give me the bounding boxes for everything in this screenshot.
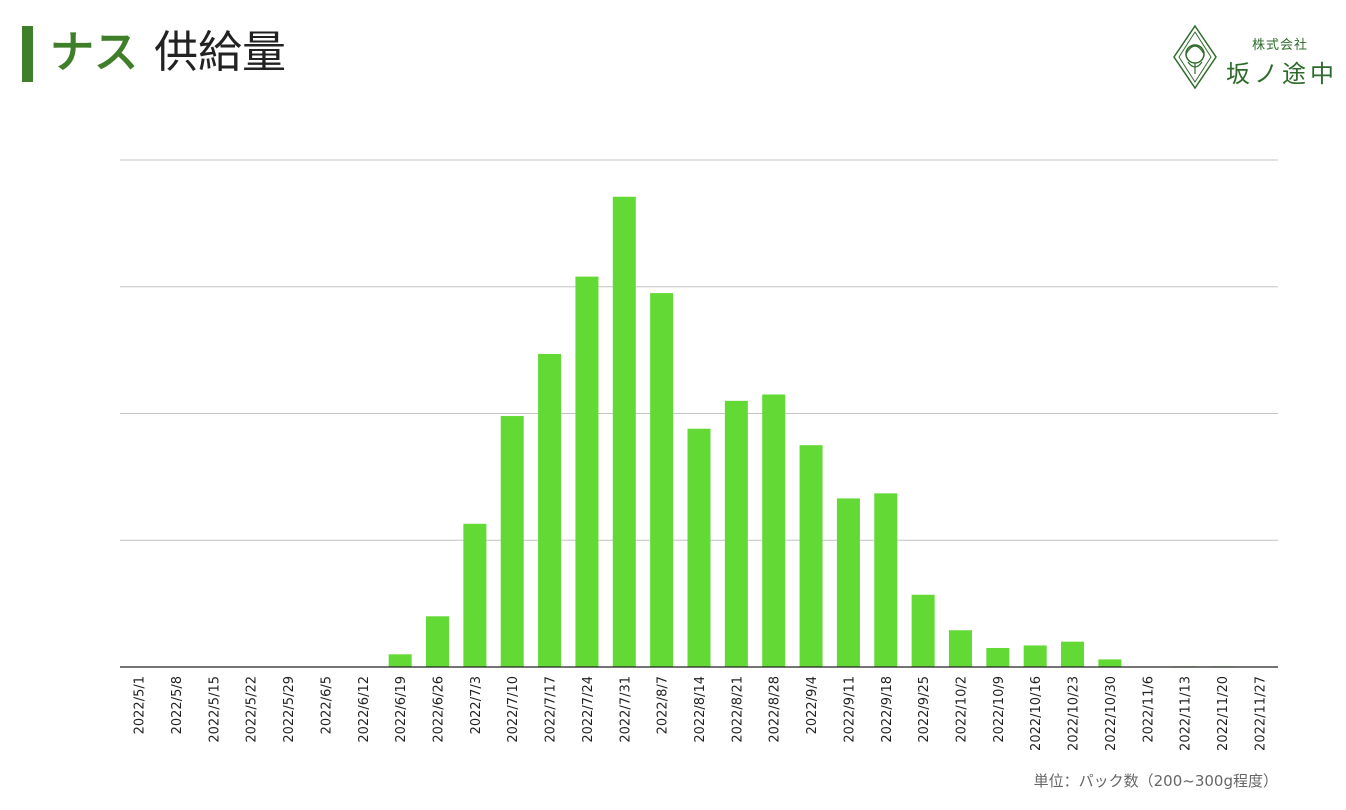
- bar: [986, 647, 1010, 667]
- page-title: ナス 供給量: [50, 22, 286, 84]
- x-tick-label: 2022/6/26: [432, 676, 447, 743]
- bar: [575, 276, 599, 667]
- bar: [1023, 645, 1047, 667]
- x-tick-label: 2022/9/18: [880, 676, 895, 743]
- bar: [388, 654, 412, 667]
- x-tick-label: 2022/8/21: [730, 676, 745, 743]
- title-rest: 供給量: [154, 27, 286, 78]
- x-tick-label: 2022/9/11: [842, 676, 857, 743]
- x-tick-label: 2022/7/24: [581, 676, 596, 743]
- bar: [799, 445, 823, 667]
- x-tick-label: 2022/7/31: [618, 676, 633, 743]
- x-tick-label: 2022/7/10: [506, 676, 521, 743]
- title-accent-bar: [22, 26, 33, 82]
- bar: [911, 594, 935, 667]
- bar: [874, 493, 898, 667]
- logo-emblem-icon: [1173, 24, 1217, 90]
- x-tick-label: 2022/9/25: [917, 676, 932, 743]
- unit-note: 単位：パック数（200~300g程度）: [1033, 772, 1278, 790]
- x-tick-label: 2022/8/14: [693, 676, 708, 743]
- x-tick-label: 2022/11/20: [1216, 676, 1231, 751]
- bar: [836, 498, 860, 667]
- bar: [687, 428, 711, 667]
- x-tick-label: 2022/9/4: [805, 676, 820, 734]
- bars: [388, 196, 1234, 667]
- x-tick-label: 2022/6/12: [357, 676, 372, 743]
- x-tick-label: 2022/10/2: [954, 676, 969, 743]
- x-tick-label: 2022/10/30: [1104, 676, 1119, 751]
- bar: [426, 616, 450, 667]
- bar: [724, 400, 748, 667]
- bar: [1098, 659, 1122, 667]
- bar: [948, 630, 972, 667]
- bar: [463, 523, 487, 667]
- x-tick-label: 2022/7/3: [469, 676, 484, 734]
- x-tick-label: 2022/5/8: [170, 676, 185, 734]
- x-tick-label: 2022/6/5: [319, 676, 334, 734]
- x-tick-label: 2022/5/1: [133, 676, 148, 734]
- x-tick-label: 2022/7/17: [544, 676, 559, 743]
- bar: [650, 293, 674, 667]
- company-logo: 株式会社 坂ノ途中: [1172, 24, 1334, 90]
- bar: [762, 394, 786, 667]
- title-vegetable: ナス: [50, 27, 138, 78]
- x-tick-labels: 2022/5/1 2022/5/8 2022/5/15 2022/5/22 2022/5…: [133, 676, 1269, 751]
- bar: [538, 353, 562, 667]
- x-tick-label: 2022/5/29: [282, 676, 297, 743]
- x-tick-label: 2022/5/15: [207, 676, 222, 743]
- bar: [1061, 641, 1085, 667]
- x-tick-label: 2022/11/13: [1179, 676, 1194, 751]
- x-tick-label: 2022/8/7: [656, 676, 671, 734]
- x-tick-label: 2022/5/22: [245, 676, 260, 743]
- x-tick-label: 2022/11/27: [1253, 676, 1268, 751]
- x-tick-label: 2022/10/9: [992, 676, 1007, 743]
- x-tick-label: 2022/6/19: [394, 676, 409, 743]
- x-tick-label: 2022/10/23: [1067, 676, 1082, 751]
- logo-company-type: 株式会社: [1252, 38, 1309, 53]
- logo-company-name: 坂ノ途中: [1226, 60, 1338, 88]
- bar: [612, 196, 636, 667]
- bar: [500, 416, 524, 667]
- x-tick-label: 2022/10/16: [1029, 676, 1044, 751]
- x-tick-label: 2022/11/6: [1141, 676, 1156, 743]
- x-tick-label: 2022/8/28: [768, 676, 783, 743]
